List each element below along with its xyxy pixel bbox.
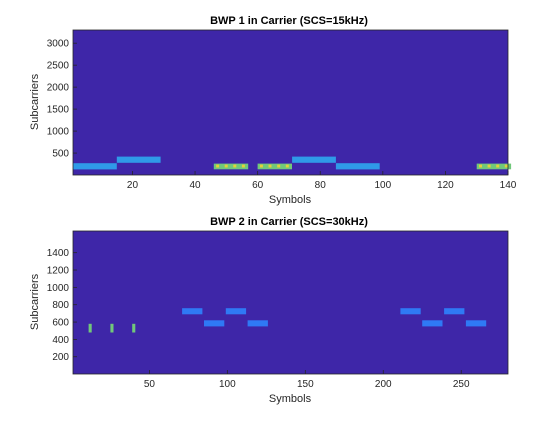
heatmap-region-low bbox=[225, 308, 247, 315]
x-tick-label: 250 bbox=[453, 379, 470, 390]
y-tick-label: 1400 bbox=[47, 248, 70, 259]
x-tick-label: 40 bbox=[189, 180, 201, 191]
y-tick-label: 2000 bbox=[47, 83, 70, 94]
heatmap-region-mid bbox=[73, 163, 117, 170]
heatmap-region-mid bbox=[116, 156, 161, 163]
heatmap-region-high bbox=[257, 163, 292, 170]
x-tick-label: 100 bbox=[374, 180, 391, 191]
heatmap-region-peak bbox=[224, 164, 228, 168]
heatmap-region-peak bbox=[241, 164, 245, 168]
x-tick-label: 200 bbox=[375, 379, 392, 390]
heatmap-region-peak bbox=[216, 164, 220, 168]
chart-bwp2: BWP 2 in Carrier (SCS=30kHz) 50 100 150 200… bbox=[29, 216, 509, 405]
heatmap-region-low bbox=[204, 320, 225, 327]
heatmap-regions bbox=[73, 156, 512, 170]
x-tick-label: 50 bbox=[144, 379, 156, 390]
y-tick-label: 800 bbox=[52, 300, 69, 311]
heatmap-region-low bbox=[465, 320, 487, 327]
chart-title: BWP 2 in Carrier (SCS=30kHz) bbox=[210, 216, 368, 228]
y-tick-label: 400 bbox=[52, 335, 69, 346]
plot-frame bbox=[72, 29, 509, 176]
x-tick-label: 150 bbox=[297, 379, 314, 390]
x-ticks: 20 40 60 80 100 120 140 bbox=[127, 171, 517, 191]
heatmap-region-peak bbox=[479, 164, 482, 168]
chart-title: BWP 1 in Carrier (SCS=15kHz) bbox=[210, 15, 368, 27]
heatmap-region-low bbox=[182, 308, 203, 315]
heatmap-region-high bbox=[88, 323, 92, 333]
plot-area bbox=[73, 30, 508, 175]
heatmap-region-peak bbox=[496, 164, 500, 168]
heatmap-region-low bbox=[400, 308, 421, 315]
heatmap-region-peak bbox=[277, 164, 281, 168]
heatmap-region-high bbox=[110, 323, 114, 333]
y-tick-label: 1000 bbox=[47, 283, 70, 294]
heatmap-region-mid bbox=[292, 156, 336, 163]
y-axis-label: Subcarriers bbox=[29, 273, 41, 330]
heatmap-region-low bbox=[247, 320, 268, 327]
heatmap-region-low bbox=[422, 320, 443, 327]
heatmap-region-high bbox=[132, 323, 136, 333]
heatmap-region-high bbox=[213, 163, 249, 170]
heatmap-region-peak bbox=[233, 164, 237, 168]
x-tick-label: 80 bbox=[315, 180, 327, 191]
heatmap-region-peak bbox=[504, 164, 508, 168]
y-ticks: 200 400 600 800 1000 1200 1400 bbox=[47, 248, 77, 363]
y-tick-label: 500 bbox=[52, 149, 69, 160]
y-tick-label: 1000 bbox=[47, 127, 70, 138]
y-axis-label: Subcarriers bbox=[29, 73, 41, 130]
y-tick-label: 600 bbox=[52, 318, 69, 329]
x-tick-label: 120 bbox=[437, 180, 454, 191]
heatmap-region-peak bbox=[285, 164, 289, 168]
y-tick-label: 2500 bbox=[47, 61, 70, 72]
x-tick-label: 100 bbox=[219, 379, 236, 390]
x-axis-label: Symbols bbox=[269, 194, 312, 206]
chart-bwp1: BWP 1 in Carrier (SCS=15kHz) 20 40 60 80 100… bbox=[29, 15, 517, 206]
heatmap-region-peak bbox=[268, 164, 272, 168]
plot-frame bbox=[72, 230, 509, 375]
y-tick-label: 3000 bbox=[47, 39, 70, 50]
y-tick-label: 1500 bbox=[47, 105, 70, 116]
plot-area bbox=[73, 231, 508, 374]
heatmap-region-low bbox=[444, 308, 465, 315]
x-axis-label: Symbols bbox=[269, 393, 312, 405]
y-ticks: 500 1000 1500 2000 2500 3000 bbox=[47, 39, 77, 160]
y-tick-label: 200 bbox=[52, 352, 69, 363]
x-tick-label: 140 bbox=[500, 180, 517, 191]
x-tick-label: 60 bbox=[252, 180, 264, 191]
y-tick-label: 1200 bbox=[47, 266, 70, 277]
heatmap-region-mid bbox=[335, 163, 380, 170]
heatmap-region-peak bbox=[259, 164, 263, 168]
heatmap-region-peak bbox=[487, 164, 491, 168]
x-ticks: 50 100 150 200 250 bbox=[144, 370, 470, 390]
heatmap-region-high bbox=[476, 163, 512, 170]
x-tick-label: 20 bbox=[127, 180, 139, 191]
heatmap-regions bbox=[88, 308, 487, 333]
